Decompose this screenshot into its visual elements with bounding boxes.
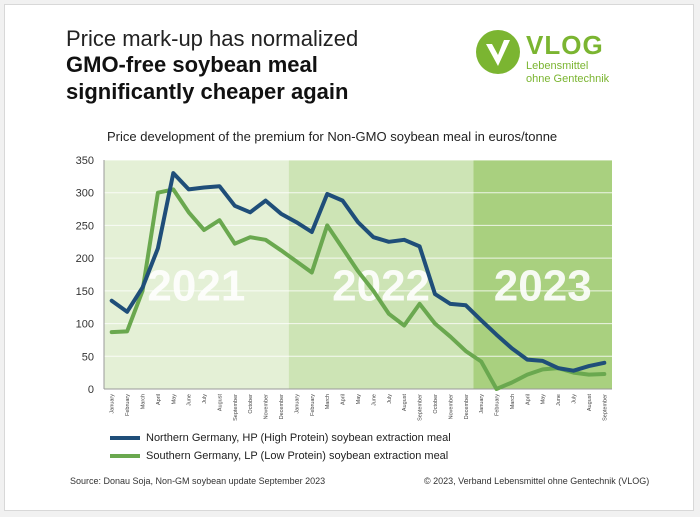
x-tick-label: May [171,394,177,405]
x-tick-label: October [248,394,254,414]
x-tick-label: October [433,394,439,414]
legend-item-south: Southern Germany, LP (Low Protein) soybe… [110,450,448,462]
series-line-south [109,187,607,391]
x-tick-label: January [110,394,116,414]
x-tick-label: August [587,394,593,412]
period-band-2 [473,160,612,389]
y-tick-label: 100 [76,319,94,331]
x-tick-label: November [264,394,270,420]
x-tick-label: April [525,394,531,405]
legend-label-north: Northern Germany, HP (High Protein) soyb… [146,432,451,444]
y-tick-label: 200 [76,253,94,265]
y-tick-label: 50 [82,351,94,363]
x-tick-label: May [541,394,547,405]
period-year-label: 2023 [494,262,592,311]
x-tick-label: April [341,394,347,405]
x-tick-label: January [294,394,300,414]
x-tick-label: September [233,394,239,421]
x-tick-label: December [464,394,470,420]
source-note: Source: Donau Soja, Non-GM soybean updat… [70,476,326,486]
x-tick-label: March [510,394,516,409]
headline-line-2: GMO-free soybean meal [66,52,318,77]
x-tick-label: February [310,394,316,416]
y-tick-label: 300 [76,188,94,200]
vlog-logo: VLOG Lebensmittel ohne Gentechnik [474,28,624,88]
y-tick-label: 150 [76,286,94,298]
x-tick-label: June [371,394,377,406]
x-tick-label: March [325,394,331,409]
x-tick-label: June [187,394,193,406]
period-band-1 [288,160,474,389]
y-tick-label: 0 [88,384,94,396]
x-tick-label: July [202,394,208,404]
x-tick-label: August [217,394,223,412]
x-tick-label: July [387,394,393,404]
x-tick-label: January [479,394,485,414]
chart-title: Price development of the premium for Non… [107,129,558,144]
y-tick-label: 350 [76,155,94,167]
y-tick-label: 250 [76,220,94,232]
x-tick-label: December [279,394,285,420]
x-tick-label: March [140,394,146,409]
period-year-label: 2021 [147,262,245,311]
x-tick-label: July [572,394,578,404]
legend-label-south: Southern Germany, LP (Low Protein) soybe… [146,450,449,462]
logo-subtitle-1: Lebensmittel [526,60,589,72]
x-tick-label: September [418,394,424,421]
x-tick-label: August [402,394,408,412]
x-tick-label: February [495,394,501,416]
x-tick-label: May [356,394,362,405]
logo-wordmark: VLOG [526,30,604,60]
headline-line-1: Price mark-up has normalized [66,26,359,51]
legend-swatch-north [110,436,140,441]
x-tick-label: April [156,394,162,405]
x-tick-label: June [556,394,562,406]
series-line-north [109,171,607,373]
x-tick-label: November [448,394,454,420]
x-tick-label: September [602,394,608,421]
x-tick-label: February [125,394,131,416]
legend-item-north: Northern Germany, HP (High Protein) soyb… [110,432,451,444]
headline-line-3: significantly cheaper again [66,79,349,104]
logo-subtitle-2: ohne Gentechnik [526,73,610,85]
period-band-0 [104,160,289,389]
copyright-note: © 2023, Verband Lebensmittel ohne Gentec… [424,476,650,486]
vlog-checkmark-icon [476,30,520,74]
legend-swatch-south [110,454,140,459]
